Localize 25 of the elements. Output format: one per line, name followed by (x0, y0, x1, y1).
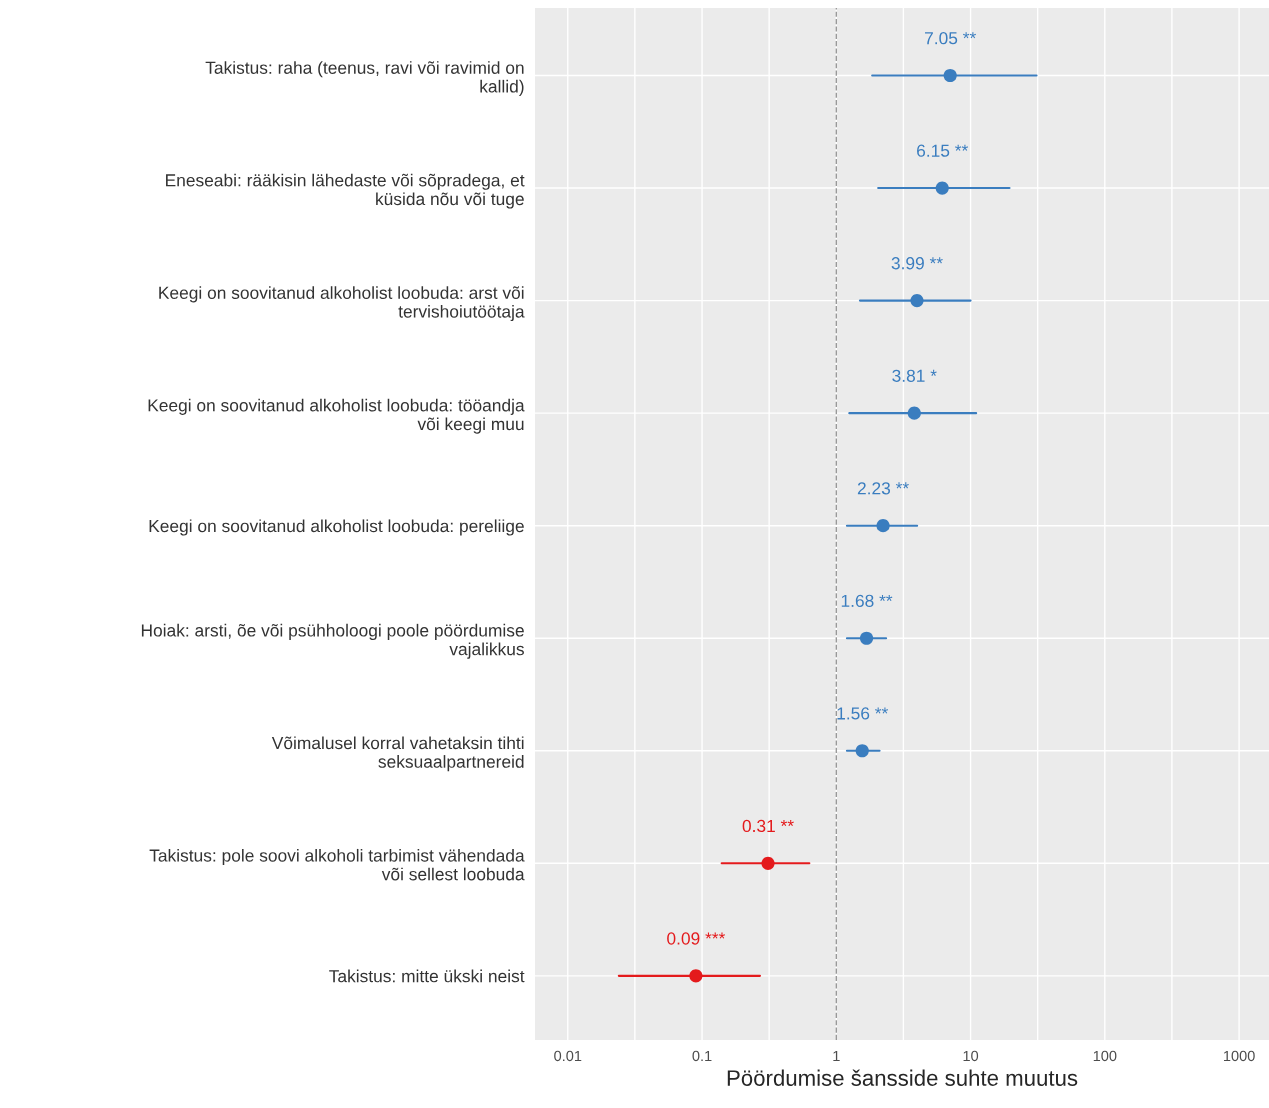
data-label: 1.68 ** (841, 594, 893, 608)
y-tick-label: Takistus: raha (teenus, ravi või ravimid on kallid) (205, 61, 524, 97)
y-tick-label: Võimalusel korral vahetaksin tihti seksuaalpartnereid (271, 736, 524, 772)
y-tick-label: Keegi on soovitanud alkoholist loobuda: pereliige (149, 519, 524, 536)
y-tick-label: Takistus: pole soovi alkoholi tarbimist vähendada või sellest loobuda (149, 848, 525, 881)
x-tick-label: 100 (1093, 1050, 1117, 1062)
x-tick-label: 10 (963, 1050, 979, 1062)
data-label: 3.99 ** (891, 257, 943, 270)
y-tick-label: Keegi on soovitanud alkoholist loobuda: tööandja või keegi muu (148, 398, 525, 434)
x-tick-label: 1000 (1223, 1050, 1255, 1062)
data-label: 1.56 ** (837, 707, 889, 720)
x-tick-label: 0.1 (692, 1050, 712, 1062)
x-tick-label: 1 (833, 1050, 840, 1061)
x-tick-label: 0.01 (554, 1050, 582, 1062)
y-tick-label: Keegi on soovitanud alkoholist loobuda: arst või tervishoiutöötaja (159, 286, 525, 322)
y-tick-label: Takistus: mitte ükski neist (329, 969, 525, 983)
data-label: 6.15 ** (917, 144, 969, 157)
data-label: 0.31 ** (742, 819, 794, 833)
data-label: 2.23 ** (857, 482, 909, 495)
data-label: 0.09 *** (667, 932, 726, 945)
y-tick-label: Eneseabi: rääkisin lähedaste või sõpradega, et küsida nõu või tuge (166, 173, 525, 209)
y-tick-label: Hoiak: arsti, õe või psühholoogi poole pöördumise vajalikkus (141, 623, 524, 659)
data-label: 3.81 * (892, 369, 937, 382)
x-axis-title: Pöördumise šansside suhte muutus (727, 1069, 1078, 1086)
data-label: 7.05 ** (925, 32, 976, 45)
